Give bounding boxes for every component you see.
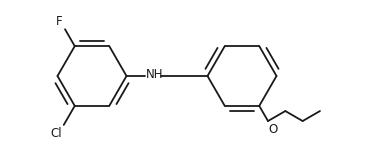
- Text: F: F: [56, 15, 62, 28]
- Text: NH: NH: [145, 68, 163, 81]
- Text: Cl: Cl: [50, 127, 62, 140]
- Text: O: O: [269, 123, 278, 136]
